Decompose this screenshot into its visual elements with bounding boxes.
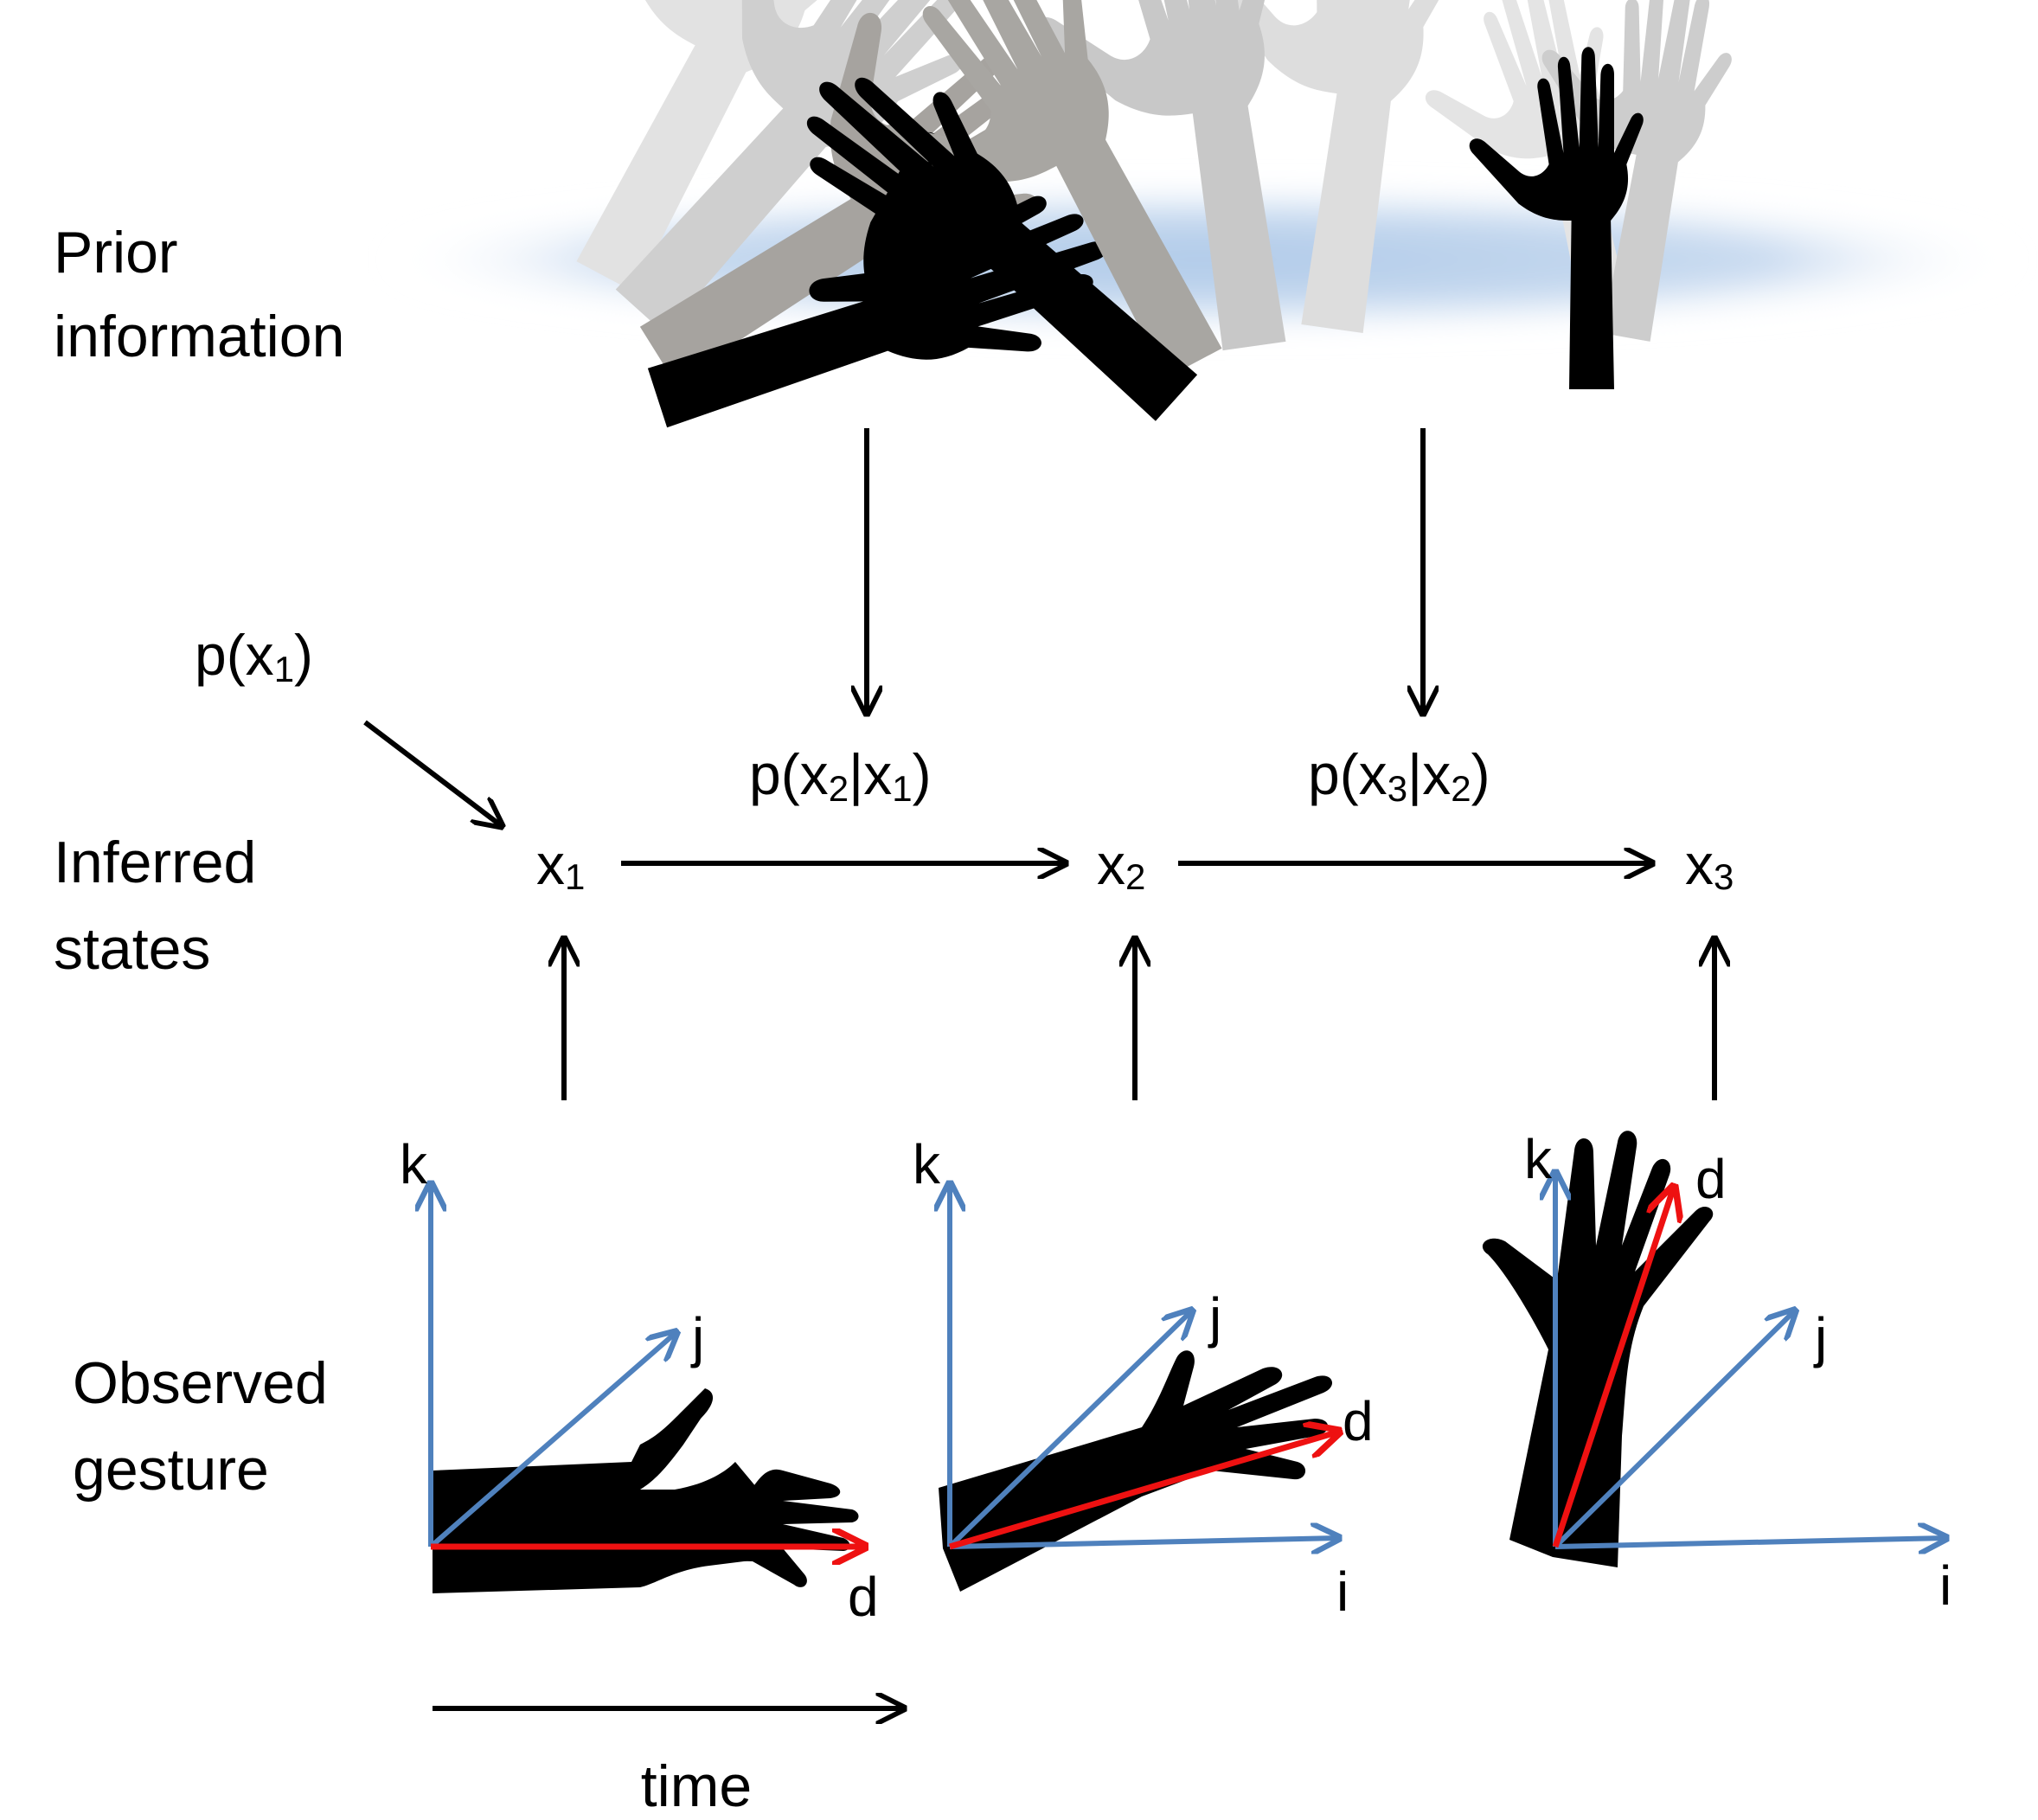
direction-d-3: [1552, 1187, 1674, 1548]
prior-label-line1: Prior: [54, 220, 178, 285]
prior-label-line2: information: [54, 304, 344, 369]
axis-label-d-3: d: [1695, 1148, 1727, 1210]
prob-p-x2-given-x1: p(x2|x1): [749, 742, 932, 809]
axis-label-k-3: k: [1524, 1128, 1553, 1190]
prob-p-x1: p(x1): [195, 623, 313, 689]
inferred-label-line2: states: [54, 916, 210, 982]
forearm-silhouette: [433, 1462, 779, 1593]
row-label-prior: Prior information: [54, 220, 344, 369]
axis-label-i-2: i: [1336, 1560, 1349, 1623]
axis-label-j-3: j: [1813, 1306, 1827, 1368]
observed-gesture-3: k d j i: [1482, 1128, 1951, 1617]
axis-label-j-2: j: [1208, 1286, 1221, 1349]
observed-label-line2: gesture: [73, 1437, 269, 1503]
axis-i-2: [949, 1538, 1339, 1547]
forearm-silhouette: [939, 1350, 1333, 1592]
observed-gesture-1: k j d: [400, 1133, 879, 1628]
axis-label-d-2: d: [1343, 1390, 1374, 1452]
direction-d-2: [949, 1432, 1339, 1550]
state-x1: x1: [536, 832, 585, 897]
axis-i-3: [1554, 1538, 1946, 1547]
axis-label-i-3: i: [1939, 1554, 1951, 1617]
state-x3: x3: [1685, 832, 1734, 897]
state-x2: x2: [1097, 832, 1145, 897]
row-label-observed: Observed gesture: [73, 1350, 328, 1503]
forearm-silhouette: [1482, 1131, 1714, 1567]
axis-label-d-1: d: [848, 1566, 879, 1628]
inferred-label-line1: Inferred: [54, 830, 256, 895]
axis-label-k-1: k: [400, 1133, 428, 1195]
axis-j-1: [429, 1332, 676, 1549]
row-label-inferred: Inferred states: [54, 830, 256, 982]
axis-j-3: [1553, 1311, 1795, 1549]
prior-x1-arrow: [363, 720, 502, 826]
observed-gesture-2: k j d i: [913, 1133, 1374, 1623]
axis-label-j-1: j: [690, 1306, 704, 1368]
observed-label-line1: Observed: [73, 1350, 328, 1416]
prob-p-x3-given-x2: p(x3|x2): [1308, 742, 1490, 809]
axis-j-2: [947, 1311, 1192, 1549]
time-label: time: [641, 1753, 752, 1819]
axis-label-k-2: k: [913, 1133, 941, 1195]
